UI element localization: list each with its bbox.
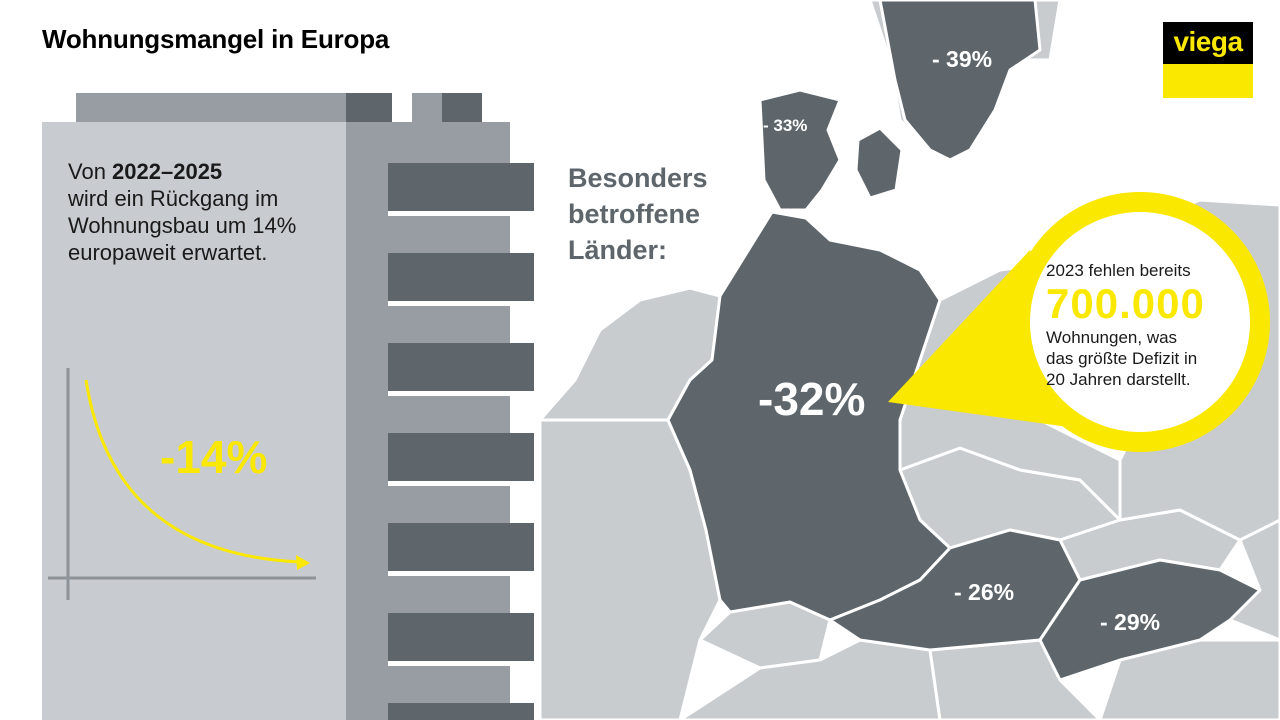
balcony-7: [388, 703, 534, 720]
zealand-shape: [854, 126, 904, 200]
page-title: Wohnungsmangel in Europa: [42, 24, 390, 54]
callout-text: 2023 fehlen bereits 700.000 Wohnungen, w…: [1046, 260, 1246, 390]
balcony-rail-3: [388, 391, 534, 396]
intro-prefix: Von: [68, 159, 113, 184]
logo-text: viega: [1173, 26, 1243, 57]
balcony-3: [388, 343, 534, 391]
callout-pre: 2023 fehlen bereits: [1046, 261, 1191, 280]
callout-line-1: Wohnungen, was: [1046, 328, 1178, 347]
logo-top: viega: [1163, 22, 1253, 64]
intro-text: Von 2022–2025 wird ein Rückgang im Wohnu…: [68, 158, 368, 266]
callout-line-2: das größte Defizit in: [1046, 349, 1198, 368]
denmark-label: - 33%: [763, 116, 808, 135]
intro-line-2: wird ein Rückgang im: [68, 186, 279, 211]
germany-label: -32%: [758, 373, 866, 425]
decline-value-label: -14%: [160, 431, 268, 483]
balcony-rail-2: [388, 301, 534, 306]
sweden-shape: [878, 0, 1042, 162]
balcony-rail-4: [388, 481, 534, 486]
building-roof-chimney: [412, 93, 442, 123]
intro-line-4: europaweit erwartet.: [68, 240, 268, 265]
callout-inner: [1030, 212, 1250, 432]
balcony-5: [388, 523, 534, 571]
callout-number: 700.000: [1046, 280, 1205, 327]
building-front-wall: [42, 122, 346, 720]
balcony-1: [388, 163, 534, 211]
sweden-label: - 39%: [932, 46, 993, 72]
building-illustration: [42, 93, 534, 720]
decline-arrowhead-icon: [296, 555, 310, 570]
balcony-2: [388, 253, 534, 301]
denmark-shape: [758, 88, 842, 212]
hungary-label: - 29%: [1100, 609, 1161, 635]
intro-highlight: 2022–2025: [112, 159, 223, 184]
building-roof-left: [76, 93, 346, 123]
austria-shape: [828, 528, 1082, 652]
balcony-6: [388, 613, 534, 661]
balcony-4: [388, 433, 534, 481]
viega-logo: viega: [1163, 22, 1253, 98]
hungary-shape: [1038, 558, 1262, 682]
logo-bottom: [1163, 64, 1253, 98]
building-roof-dark-right: [442, 93, 482, 123]
serbia-region: [1098, 638, 1280, 720]
heading-line-1: Besonders: [568, 163, 708, 193]
balcony-rail-1: [388, 211, 534, 216]
balcony-rail-5: [388, 571, 534, 576]
austria-label: - 26%: [954, 579, 1015, 605]
building-roof-dark: [346, 93, 392, 123]
intro-line-3: Wohnungsbau um 14%: [68, 213, 297, 238]
heading-line-2: betroffene: [568, 199, 701, 229]
callout-line-3: 20 Jahren darstellt.: [1046, 370, 1191, 389]
decline-curve: [84, 379, 301, 564]
balcony-rail-6: [388, 661, 534, 666]
affected-countries-heading: Besonders betroffene Länder:: [568, 160, 768, 268]
heading-line-3: Länder:: [568, 235, 668, 265]
